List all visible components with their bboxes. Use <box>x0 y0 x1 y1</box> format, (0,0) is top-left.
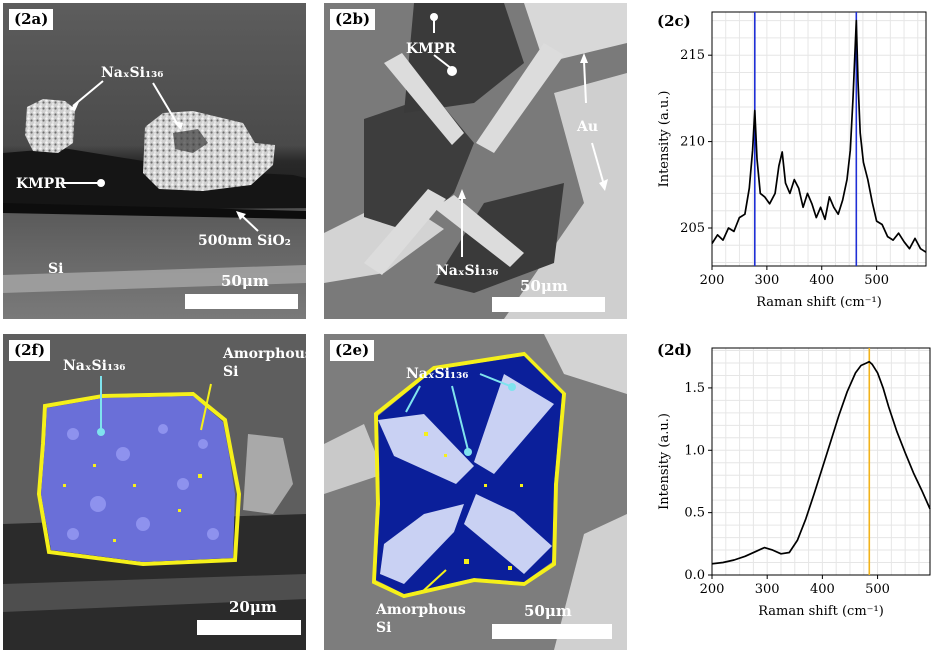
panel-2e-image: NaₓSi₁₃₆ Amorphous Si 50μm <box>324 334 627 650</box>
small-crystal <box>25 99 75 153</box>
plot-frame <box>711 347 931 576</box>
scalebar-label: 50μm <box>221 272 269 290</box>
x-axis-title: Raman shift (cm⁻¹) <box>756 295 882 310</box>
axes: 200 300 400 500 205 210 215 <box>680 48 889 288</box>
spectrum-line <box>711 19 927 253</box>
grid <box>711 12 926 266</box>
x-tick-label: 500 <box>864 273 889 288</box>
scalebar <box>185 294 298 309</box>
y-tick-label: 0.5 <box>684 506 705 521</box>
chart-2c: 200 300 400 500 205 210 215 Raman shift (cm⁻¹) I… <box>657 11 927 310</box>
plot-frame <box>711 11 927 267</box>
x-tick-label: 400 <box>809 273 834 288</box>
x-tick-label: 200 <box>700 273 725 288</box>
y-tick-label: 0.0 <box>684 568 705 583</box>
label-kmpr: KMPR <box>406 41 456 57</box>
label-amorphous-si-2: Si <box>376 620 391 636</box>
label-amorphous-si-1: Amorphous <box>222 346 306 362</box>
label-kmpr: KMPR <box>16 176 66 192</box>
spectrum-line <box>711 360 931 565</box>
label-amorphous-si-1: Amorphous <box>375 602 466 618</box>
label-amorphous-si-2: Si <box>223 364 238 380</box>
grid <box>711 348 930 576</box>
scalebar <box>492 624 612 639</box>
y-tick-label: 1.5 <box>684 381 705 396</box>
panel-2a-image: NaₓSi₁₃₆ KMPR 500nm SiO₂ Si 50μm <box>3 3 306 319</box>
panel-2b-image: KMPR Au NaₓSi₁₃₆ 50μm <box>324 3 627 319</box>
x-tick-label: 500 <box>865 582 890 597</box>
x-tick-label: 400 <box>810 582 835 597</box>
scalebar-label: 20μm <box>229 598 277 616</box>
label-naxsi136: NaₓSi₁₃₆ <box>63 358 125 374</box>
y-tick-label: 215 <box>680 48 705 63</box>
panel-tag: (2a) <box>9 9 54 30</box>
panel-tag-2c: (2c) <box>657 12 691 30</box>
y-axis-title: Intensity (a.u.) <box>657 413 672 510</box>
y-tick-label: 205 <box>680 221 705 236</box>
panel-2b: KMPR Au NaₓSi₁₃₆ 50μm (2b) <box>324 3 627 319</box>
panel-2a: NaₓSi₁₃₆ KMPR 500nm SiO₂ Si 50μm (2a) <box>3 3 306 319</box>
large-crystal <box>143 111 275 191</box>
panel-tag: (2f) <box>9 340 51 361</box>
x-tick-label: 300 <box>754 273 779 288</box>
panel-tag: (2e) <box>330 340 375 361</box>
naxsi136-region <box>41 396 235 562</box>
y-tick-label: 1.0 <box>684 443 705 458</box>
scalebar <box>197 620 301 635</box>
axes: 200 300 400 500 0.0 0.5 1.0 1.5 <box>684 381 890 597</box>
label-naxsi136: NaₓSi₁₃₆ <box>101 65 163 81</box>
x-tick-label: 200 <box>700 582 725 597</box>
label-naxsi136: NaₓSi₁₃₆ <box>436 263 498 279</box>
panel-2f-image: NaₓSi₁₃₆ Amorphous Si 20μm <box>3 334 306 650</box>
x-tick-label: 300 <box>755 582 780 597</box>
scalebar-label: 50μm <box>520 277 568 295</box>
x-axis-title: Raman shift (cm⁻¹) <box>758 604 884 619</box>
y-tick-label: 210 <box>680 135 705 150</box>
scalebar <box>492 297 605 312</box>
label-sio2: 500nm SiO₂ <box>198 233 291 249</box>
scalebar-label: 50μm <box>524 602 572 620</box>
label-si: Si <box>48 261 63 277</box>
panel-tag-2d: (2d) <box>657 341 693 359</box>
label-au: Au <box>576 119 598 135</box>
panel-2e: NaₓSi₁₃₆ Amorphous Si 50μm (2e) <box>324 334 627 650</box>
panel-2f: NaₓSi₁₃₆ Amorphous Si 20μm (2f) <box>3 334 306 650</box>
y-axis-title: Intensity (a.u.) <box>657 91 672 188</box>
panel-tag: (2b) <box>330 9 376 30</box>
label-naxsi136: NaₓSi₁₃₆ <box>406 366 468 382</box>
chart-2d: 200 300 400 500 0.0 0.5 1.0 1.5 Raman shift (cm⁻… <box>657 347 931 619</box>
